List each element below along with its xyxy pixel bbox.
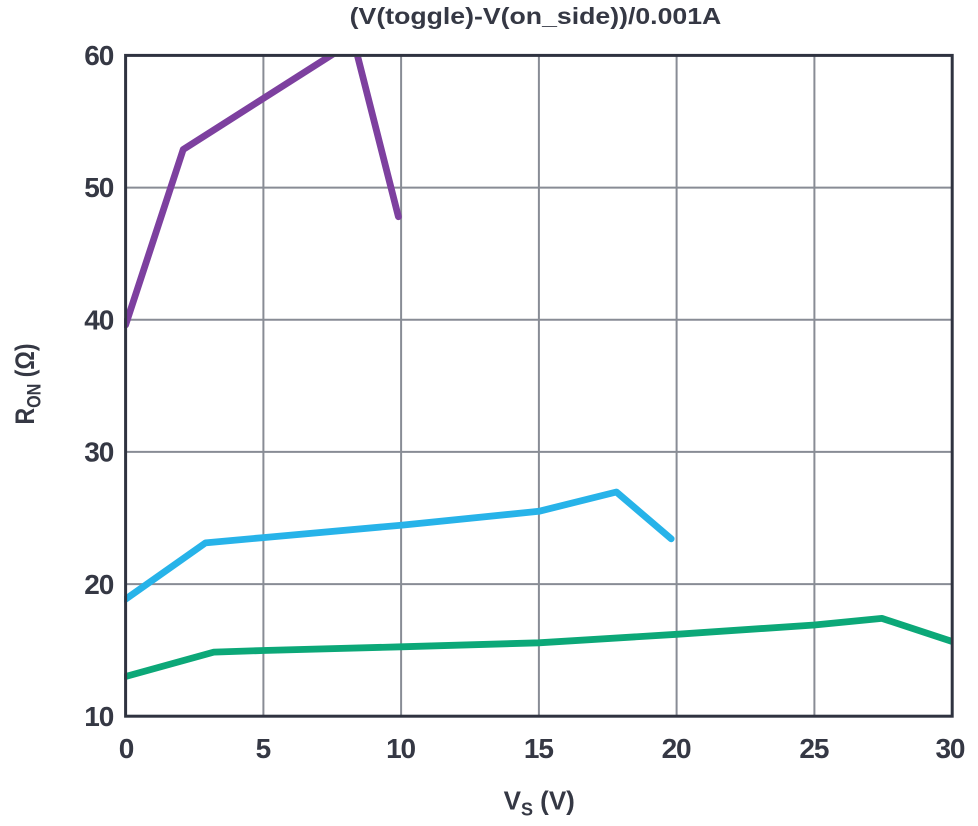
svg-text:20: 20 xyxy=(662,733,692,764)
svg-text:30: 30 xyxy=(84,437,114,468)
svg-text:10: 10 xyxy=(386,733,416,764)
svg-text:15: 15 xyxy=(524,733,554,764)
svg-text:50: 50 xyxy=(84,172,114,203)
svg-text:10: 10 xyxy=(84,701,114,732)
svg-text:20: 20 xyxy=(84,569,114,600)
svg-text:RON (Ω): RON (Ω) xyxy=(10,344,46,425)
svg-text:25: 25 xyxy=(799,733,829,764)
svg-text:40: 40 xyxy=(84,304,114,335)
svg-text:(V(toggle)-V(on_side))/0.001A: (V(toggle)-V(on_side))/0.001A xyxy=(350,3,722,29)
svg-text:0: 0 xyxy=(119,733,135,764)
svg-text:30: 30 xyxy=(936,733,966,764)
svg-text:VS (V): VS (V) xyxy=(504,786,575,820)
svg-text:60: 60 xyxy=(84,40,114,71)
svg-text:5: 5 xyxy=(256,733,272,764)
